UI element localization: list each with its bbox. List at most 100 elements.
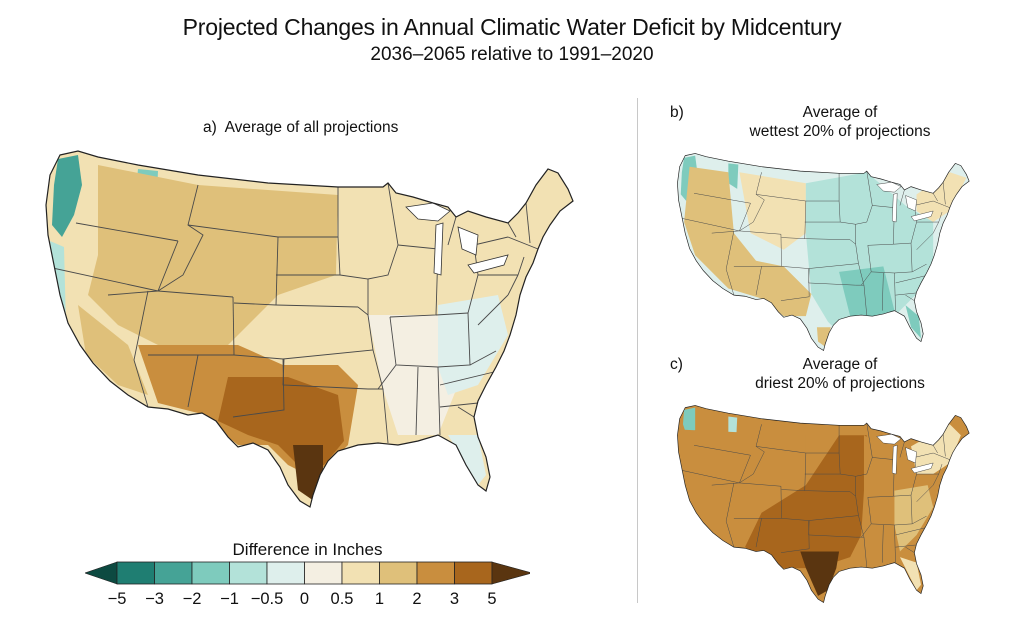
state-boundary bbox=[739, 172, 765, 232]
state-boundary bbox=[781, 489, 805, 491]
colorbar-bin bbox=[154, 561, 193, 585]
state-boundary bbox=[725, 269, 735, 296]
state-boundary bbox=[187, 224, 279, 238]
us-outline bbox=[677, 405, 970, 603]
map-value-region bbox=[728, 163, 739, 189]
state-boundary bbox=[447, 216, 457, 246]
colorbar-tick-label: −3 bbox=[145, 590, 164, 608]
map-value-region bbox=[911, 424, 961, 475]
state-boundary bbox=[905, 546, 915, 553]
state-boundary bbox=[872, 457, 895, 460]
map-value-region bbox=[839, 266, 895, 317]
state-boundary bbox=[525, 202, 531, 244]
state-boundary bbox=[781, 266, 809, 269]
state-boundary bbox=[808, 520, 856, 538]
map-value-region bbox=[52, 155, 82, 237]
state-boundary bbox=[725, 230, 735, 270]
panel-a-label: a) Average of all projections bbox=[203, 118, 398, 137]
panel-b-title: Average of wettest 20% of projections bbox=[700, 103, 980, 141]
state-boundary bbox=[47, 266, 159, 292]
state-boundary bbox=[932, 221, 939, 234]
state-boundary bbox=[232, 296, 235, 356]
state-boundary bbox=[739, 203, 751, 232]
state-boundary bbox=[755, 518, 762, 548]
state-boundary bbox=[275, 236, 279, 306]
state-boundary bbox=[895, 274, 928, 284]
colorbar-bin bbox=[341, 561, 380, 585]
colorbar bbox=[85, 561, 530, 585]
panel-c-title-line1: Average of bbox=[802, 356, 878, 373]
state-boundary bbox=[808, 496, 859, 521]
state-boundary bbox=[863, 285, 867, 316]
state-boundary bbox=[805, 425, 840, 454]
map-value-region bbox=[816, 327, 831, 348]
panel-a-title: Average of all projections bbox=[224, 119, 399, 136]
state-boundary bbox=[75, 222, 179, 242]
panel-b-letter: b) bbox=[670, 104, 684, 121]
state-boundary bbox=[133, 359, 149, 408]
state-boundary bbox=[840, 221, 856, 245]
state-boundary bbox=[882, 524, 884, 563]
colorbar-tick-label: −5 bbox=[107, 590, 127, 608]
state-boundary bbox=[678, 217, 740, 232]
state-boundary bbox=[912, 515, 927, 525]
colorbar-arrow-left bbox=[85, 561, 118, 585]
state-boundary bbox=[339, 274, 369, 316]
state-boundary bbox=[756, 446, 806, 454]
colorbar-bin bbox=[416, 561, 455, 585]
state-boundary bbox=[133, 290, 149, 361]
state-boundary bbox=[739, 455, 751, 484]
colorbar-tick-label: 3 bbox=[449, 590, 460, 608]
state-boundary bbox=[933, 452, 950, 460]
state-boundary bbox=[382, 388, 389, 444]
colorbar-bin bbox=[116, 561, 155, 585]
state-boundary bbox=[895, 544, 917, 548]
state-boundary bbox=[517, 256, 525, 276]
figure-title: Projected Changes in Annual Climatic Wat… bbox=[182, 14, 842, 40]
state-boundary bbox=[804, 490, 851, 493]
state-boundary bbox=[895, 526, 928, 536]
map-value-region bbox=[218, 377, 344, 465]
map-value-region bbox=[899, 557, 921, 591]
colorbar-tick-label: −1 bbox=[220, 590, 239, 608]
state-boundary bbox=[893, 494, 912, 497]
state-boundary bbox=[157, 290, 234, 298]
state-boundary bbox=[938, 464, 943, 475]
state-boundary bbox=[912, 263, 927, 273]
map-value-region bbox=[308, 193, 398, 325]
map-value-region bbox=[739, 172, 806, 250]
panel-c-title: Average of driest 20% of projections bbox=[700, 355, 980, 393]
state-boundary bbox=[439, 402, 479, 408]
colorbar-bin bbox=[304, 561, 343, 585]
state-boundary bbox=[855, 515, 865, 538]
map-value-region bbox=[905, 305, 921, 339]
map-value-region bbox=[684, 166, 812, 317]
state-boundary bbox=[855, 171, 873, 225]
state-boundary bbox=[739, 230, 781, 235]
colorbar-tick-label: 2 bbox=[412, 590, 422, 608]
colorbar-bin bbox=[229, 561, 268, 585]
state-boundary bbox=[435, 312, 469, 316]
state-boundary bbox=[894, 524, 896, 563]
state-boundary bbox=[893, 242, 912, 245]
state-boundary bbox=[725, 482, 735, 522]
map-value-region bbox=[916, 172, 967, 223]
state-boundary bbox=[693, 445, 751, 456]
state-boundary bbox=[932, 445, 938, 454]
great-lakes bbox=[876, 433, 934, 475]
map-panel-c bbox=[677, 405, 970, 603]
colorbar-arrow-right bbox=[491, 561, 530, 585]
state-boundary bbox=[725, 521, 735, 548]
state-boundary bbox=[932, 473, 939, 486]
state-boundary bbox=[933, 200, 950, 208]
figure-subtitle: 2036–2065 relative to 1991–2020 bbox=[370, 44, 654, 65]
state-boundary bbox=[437, 366, 441, 436]
colorbar-title: Difference in Inches bbox=[232, 540, 383, 559]
colorbar-bin bbox=[379, 561, 418, 585]
state-boundary bbox=[439, 370, 499, 386]
state-boundary bbox=[157, 184, 204, 292]
state-boundary bbox=[899, 441, 905, 458]
state-boundary bbox=[507, 274, 519, 296]
state-boundary bbox=[107, 290, 159, 296]
state-boundary bbox=[916, 232, 934, 250]
